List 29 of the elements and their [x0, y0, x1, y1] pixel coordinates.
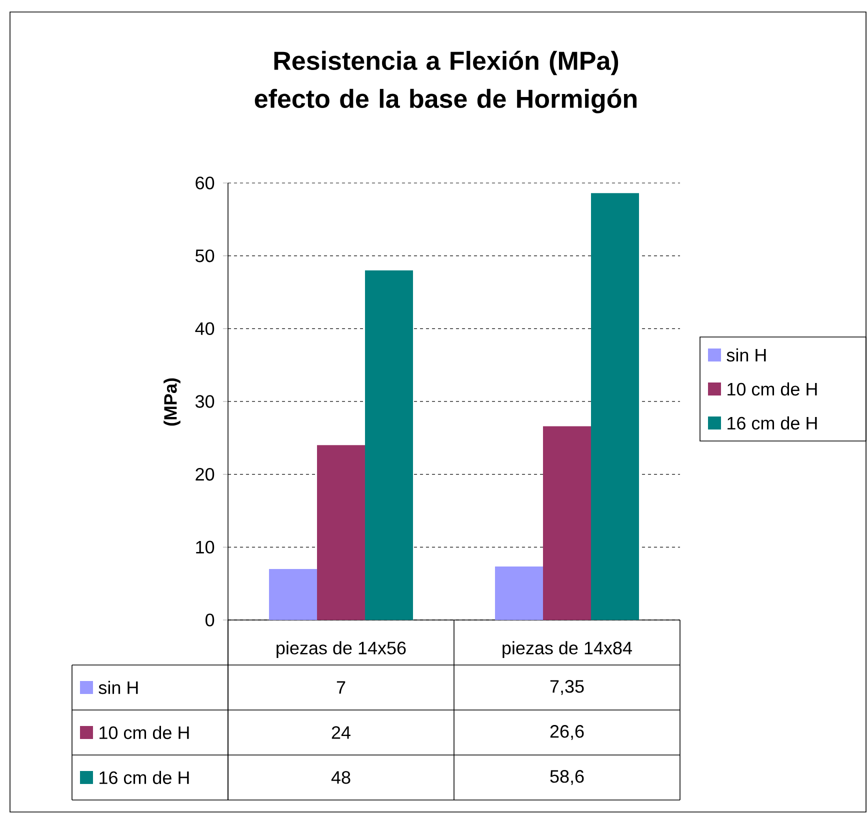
x-tick-label: piezas de 14x84	[502, 641, 632, 658]
legend-label: sin H	[98, 680, 138, 694]
data-label: 7	[336, 681, 346, 694]
chart-title: Resistencia a Flexión (MPa) efecto de la base de Hormigón	[254, 50, 637, 114]
data-label: 24	[332, 726, 350, 739]
y-tick-label: 50	[196, 249, 214, 262]
y-tick-label: 30	[195, 395, 214, 408]
bar	[269, 569, 318, 620]
bar	[543, 426, 592, 620]
bar	[495, 566, 544, 620]
y-tick-label: 0	[206, 614, 214, 626]
text: sin H	[726, 348, 766, 362]
data-label: 58,6	[550, 770, 584, 785]
text: 16 cm de H	[100, 770, 189, 784]
y-tick-label: 60	[196, 176, 214, 190]
data-label: 26,6	[550, 725, 584, 740]
bar	[365, 270, 414, 620]
y-tick-label: 20	[196, 468, 214, 481]
y-tick-label: 10	[196, 540, 214, 554]
legend-label: 16 cm de H	[728, 416, 817, 430]
y-tick-label: 40	[195, 322, 214, 336]
y-axis-title: (MPa)	[164, 378, 180, 426]
data-label: 48	[331, 771, 350, 784]
data-label: 7,35	[550, 680, 584, 695]
x-tick-label: piezas de 14x56	[276, 641, 406, 658]
text: 10 cm de H	[100, 726, 189, 740]
bar	[317, 445, 366, 620]
legend-label: 10 cm de H	[728, 382, 817, 396]
bar	[591, 193, 640, 620]
